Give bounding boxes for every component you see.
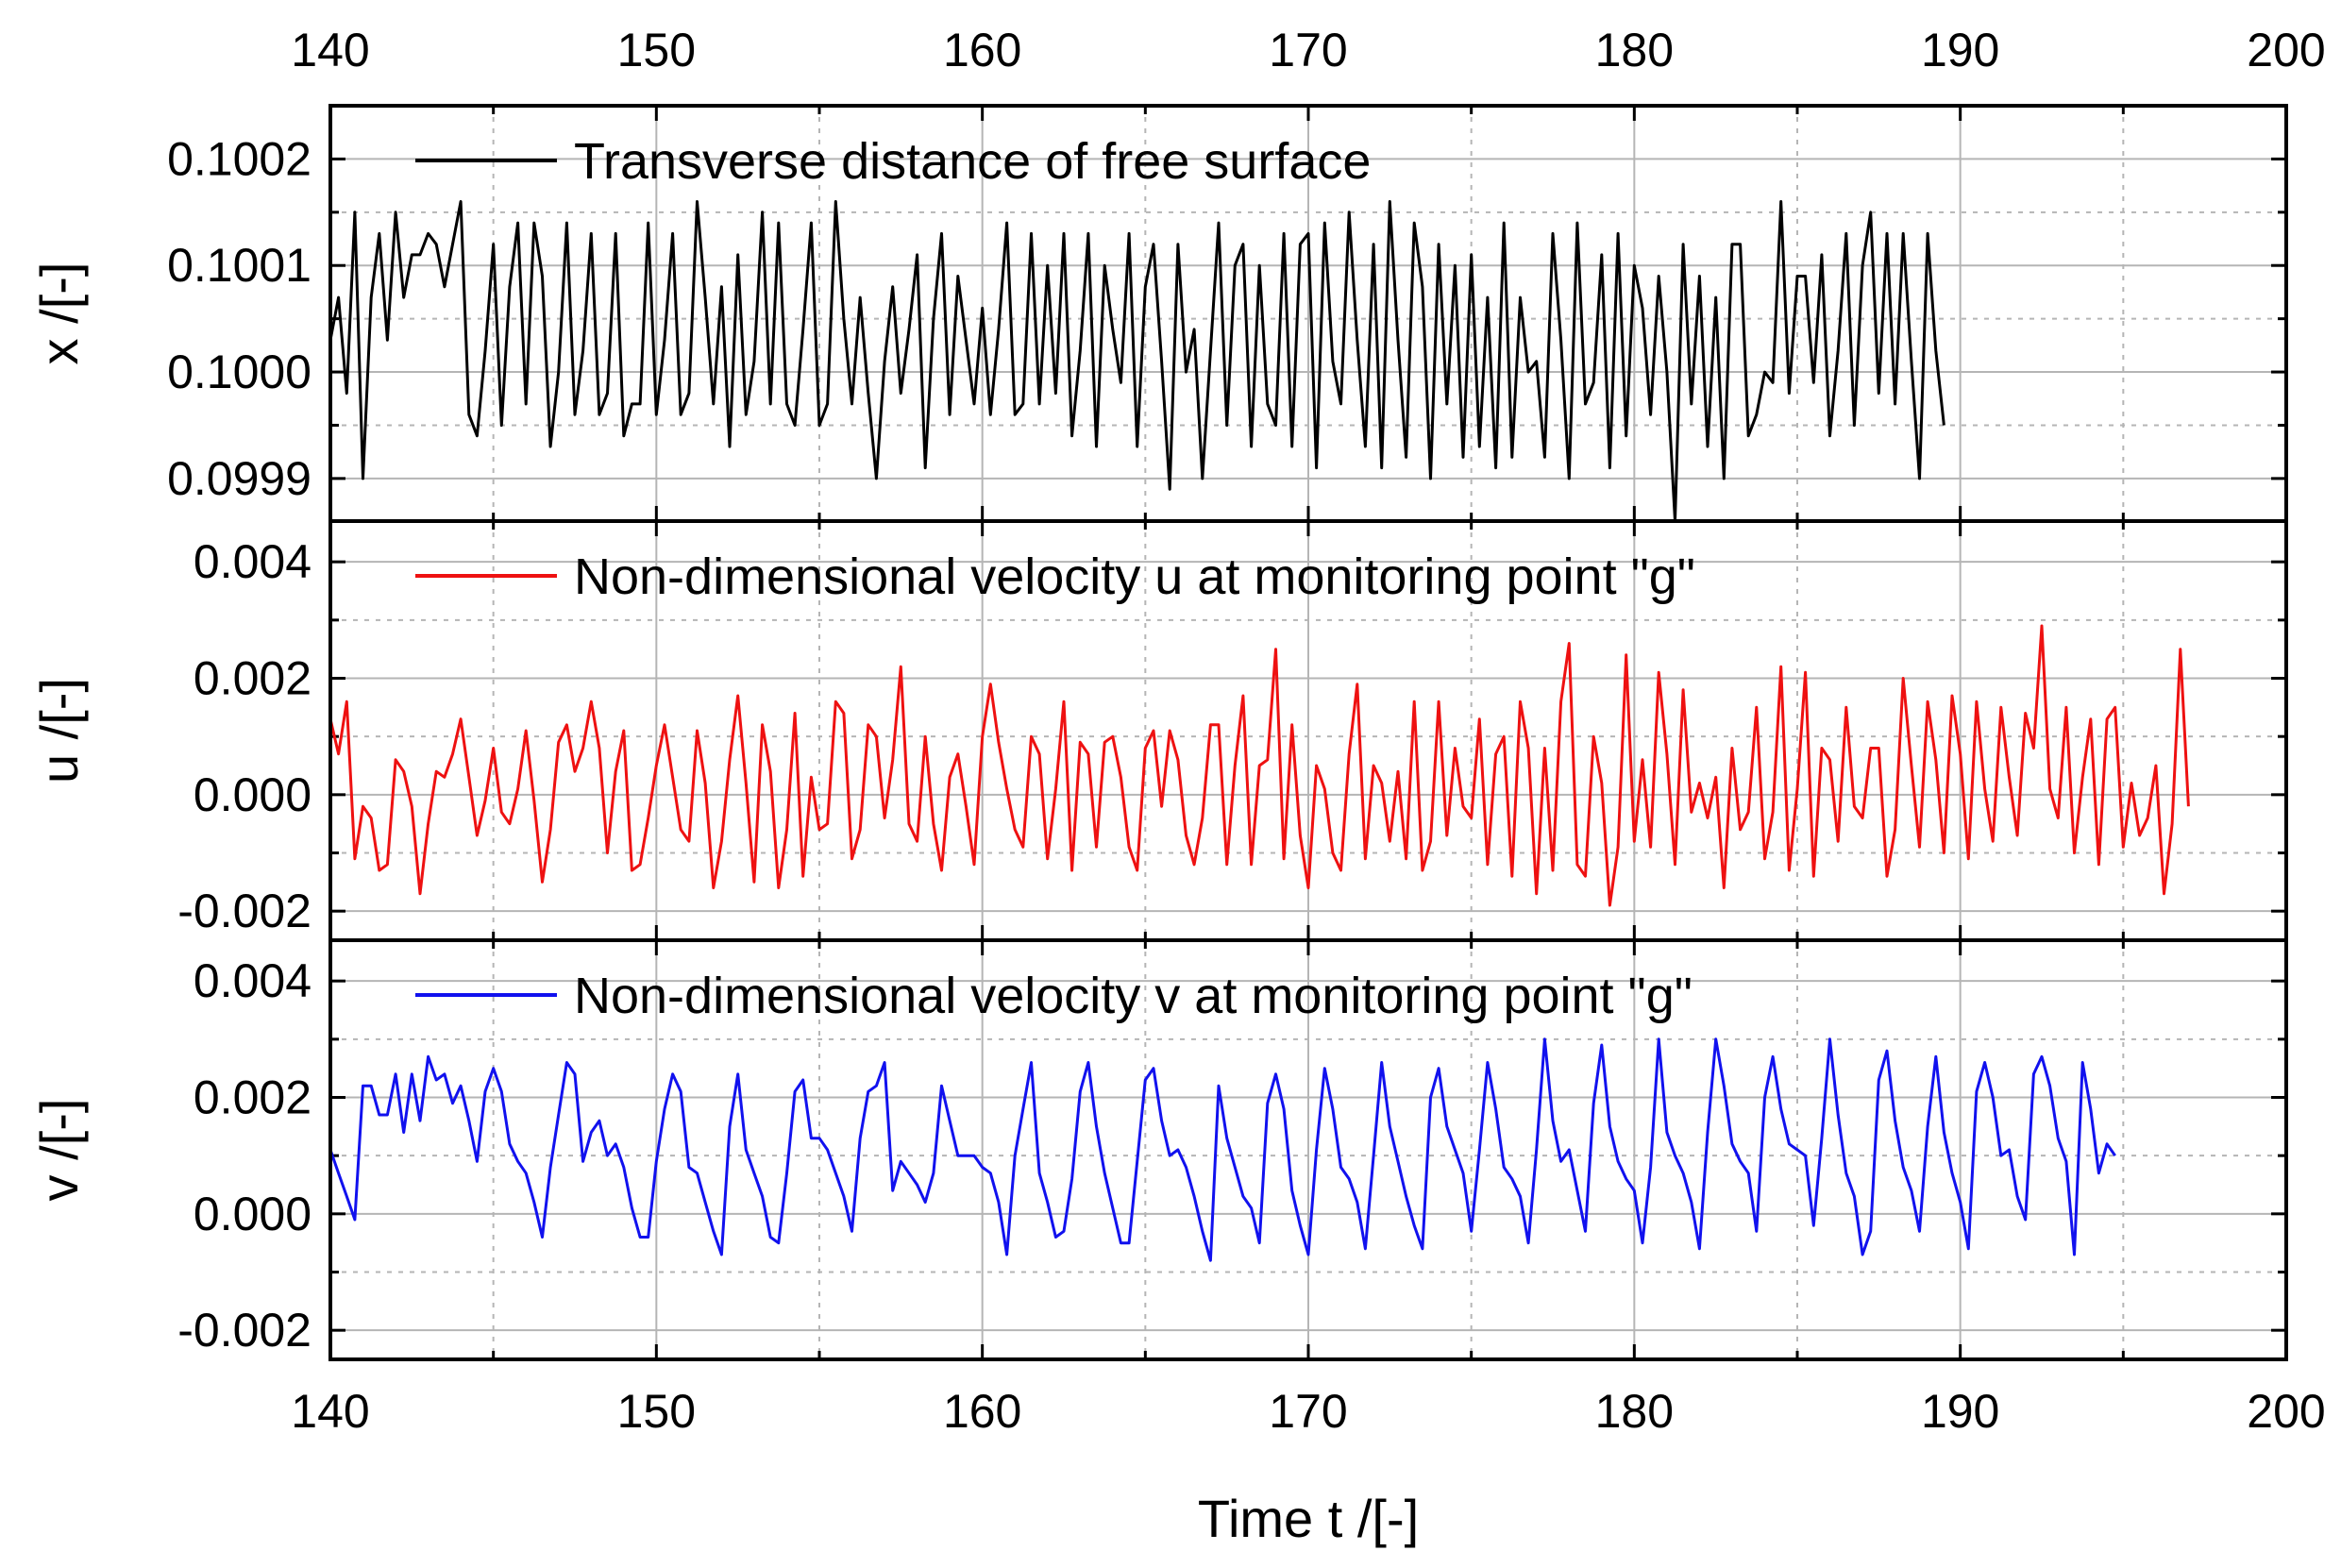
x-tick-label-bottom: 180 bbox=[1595, 1385, 1674, 1438]
series-line-panel-2 bbox=[328, 624, 2190, 907]
y-axis-title: v /[-] bbox=[29, 1099, 89, 1202]
y-tick-label: 0.1001 bbox=[167, 239, 312, 292]
x-tick-label-top: 200 bbox=[2247, 24, 2325, 76]
y-tick-label: -0.002 bbox=[177, 885, 312, 937]
x-tick-label-top: 170 bbox=[1269, 24, 1347, 76]
series-line-panel-3 bbox=[328, 1037, 2116, 1262]
x-tick-label-bottom: 190 bbox=[1921, 1385, 1999, 1438]
y-tick-label: 0.004 bbox=[194, 535, 312, 588]
x-tick-label-bottom: 140 bbox=[291, 1385, 369, 1438]
legend-label: Non-dimensional velocity u at monitoring… bbox=[574, 548, 1695, 605]
x-tick-label-bottom: 170 bbox=[1269, 1385, 1347, 1438]
x-tick-label-top: 190 bbox=[1921, 24, 1999, 76]
x-axis-title: Time t /[-] bbox=[1198, 1489, 1419, 1548]
x-tick-label-top: 150 bbox=[617, 24, 696, 76]
y-tick-label: -0.002 bbox=[177, 1304, 312, 1357]
y-tick-label: 0.002 bbox=[194, 1071, 312, 1124]
panel-frame-3 bbox=[328, 938, 2288, 1361]
x-tick-label-top: 160 bbox=[943, 24, 1021, 76]
y-axis-title: u /[-] bbox=[29, 678, 89, 784]
y-axis-title: x /[-] bbox=[29, 262, 89, 365]
y-tick-label: 0.0999 bbox=[167, 452, 312, 505]
y-tick-label: 0.000 bbox=[194, 1188, 312, 1240]
x-tick-label-bottom: 160 bbox=[943, 1385, 1021, 1438]
x-tick-label-top: 140 bbox=[291, 24, 369, 76]
y-tick-label: 0.000 bbox=[194, 768, 312, 821]
x-tick-label-bottom: 200 bbox=[2247, 1385, 2325, 1438]
y-tick-label: 0.1000 bbox=[167, 346, 312, 398]
y-tick-label: 0.002 bbox=[194, 652, 312, 705]
y-tick-label: 0.004 bbox=[194, 954, 312, 1007]
legend-label: Non-dimensional velocity v at monitoring… bbox=[574, 968, 1693, 1024]
legend-label: Transverse distance of free surface bbox=[574, 133, 1371, 190]
x-tick-label-bottom: 150 bbox=[617, 1385, 696, 1438]
y-tick-label: 0.1002 bbox=[167, 132, 312, 185]
x-tick-label-top: 180 bbox=[1595, 24, 1674, 76]
